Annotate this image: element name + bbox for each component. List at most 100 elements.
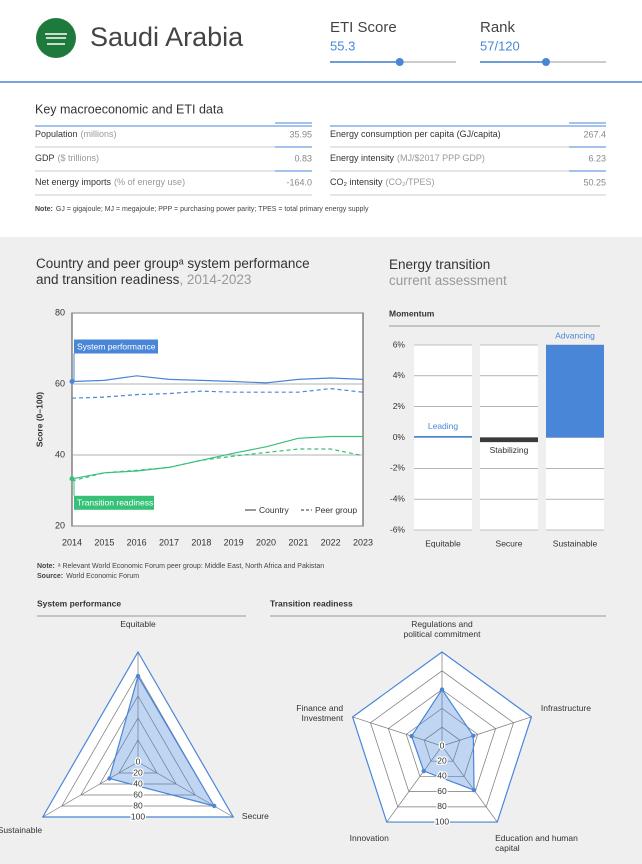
radar-tick-label: 100 xyxy=(435,816,449,826)
radar-spoke xyxy=(441,745,498,823)
radar-marker xyxy=(409,733,414,739)
annotation-box xyxy=(74,339,158,354)
x-tick-label: 2015 xyxy=(94,537,114,547)
note-label: Note: xyxy=(35,206,53,213)
radar-axis-label: Infrastructure xyxy=(540,702,591,713)
label: CO₂ intensity xyxy=(330,177,383,187)
unit: (% of energy use) xyxy=(114,177,185,187)
radar-ring xyxy=(118,739,158,774)
radar-area xyxy=(410,688,475,791)
chart-note: Note: ᵃ Relevant World Economic Forum pee… xyxy=(37,563,324,570)
radar-spoke xyxy=(137,761,234,818)
radar-ring xyxy=(80,695,196,796)
rank-label: Rank xyxy=(480,19,516,36)
radar-ring xyxy=(405,707,479,777)
rank-dot xyxy=(542,58,550,66)
radar-marker xyxy=(471,787,477,793)
radar-axis-label: Innovation xyxy=(349,833,389,844)
chart-source: Source: World Economic Forum xyxy=(37,573,139,580)
y-tick-label: 4% xyxy=(393,370,406,380)
x-tick-label: 2018 xyxy=(191,537,211,547)
radar-tick-label: 0 xyxy=(440,740,445,750)
radar-axis-label: Secure xyxy=(241,811,269,821)
row-value: 35.95 xyxy=(289,129,312,139)
unit: (millions) xyxy=(81,129,117,139)
eti-label: ETI Score xyxy=(330,19,397,36)
radar-axis-label: Education and human capital xyxy=(495,833,578,853)
radar-ring xyxy=(423,726,461,762)
x-tick-label: 2017 xyxy=(159,537,179,547)
y-tick-label: 20 xyxy=(55,520,65,530)
radar-marker xyxy=(212,803,217,809)
annotation-text: System performance xyxy=(77,341,156,351)
peer-line xyxy=(71,448,364,482)
radar-marker xyxy=(135,674,141,679)
radar-spoke xyxy=(386,745,443,823)
row-value: 50.25 xyxy=(583,177,606,187)
row-label: Energy intensity (MJ/$2017 PPP GDP) xyxy=(330,153,485,163)
radar-tick-label: 60 xyxy=(437,786,447,796)
bar xyxy=(480,437,538,443)
label: Net energy imports xyxy=(35,177,112,187)
unit: (MJ/$2017 PPP GDP) xyxy=(397,153,485,163)
bar xyxy=(414,435,472,438)
y-axis-label: Score (0–100) xyxy=(34,392,44,447)
radar-area xyxy=(108,674,216,807)
row-label: CO₂ intensity (CO₂/TPES) xyxy=(330,177,435,187)
x-tick-label: Sustainable xyxy=(553,538,598,548)
rank-value: 57/120 xyxy=(480,38,520,53)
country-line xyxy=(71,375,364,384)
panel-title: Momentum xyxy=(389,308,435,318)
macro-title: Key macroeconomic and ETI data xyxy=(35,102,223,116)
radar-marker xyxy=(107,776,112,781)
radar-marker xyxy=(421,768,426,774)
radar-tick-label: 20 xyxy=(437,755,447,765)
radar-axis-label: Finance and Investment xyxy=(296,702,344,723)
label: Energy intensity xyxy=(330,153,395,163)
label: Energy consumption per capita (GJ/capita… xyxy=(330,129,501,139)
row-value: -164.0 xyxy=(286,177,312,187)
x-tick-label: Equitable xyxy=(425,538,461,548)
radar-ring xyxy=(387,689,497,792)
y-tick-label: 2% xyxy=(393,401,406,411)
radar-tick-label: 80 xyxy=(437,801,447,811)
radar-tick-label: 0 xyxy=(136,756,141,766)
row-label: GDP ($ trillions) xyxy=(35,153,99,163)
country-name: Saudi Arabia xyxy=(90,22,244,52)
x-tick-label: 2019 xyxy=(224,537,244,547)
subtitle: current assessment xyxy=(389,273,507,289)
radar-tick-label: 40 xyxy=(437,771,447,781)
radar-tick-label: 20 xyxy=(133,767,143,777)
label: Population xyxy=(35,129,78,139)
subtitle: , 2014-2023 xyxy=(179,272,252,288)
radar-marker xyxy=(439,687,445,692)
unit: (CO₂/TPES) xyxy=(386,177,435,187)
marker xyxy=(69,379,75,385)
y-tick-label: 40 xyxy=(55,449,65,459)
marker xyxy=(69,476,75,482)
note-label: Note: xyxy=(37,563,55,570)
radar-axis-label: Sustainable xyxy=(0,825,43,835)
note-text: ᵃ Relevant World Economic Forum peer gro… xyxy=(58,563,324,570)
x-tick-label: 2023 xyxy=(353,537,373,547)
flag-emblem xyxy=(45,33,67,45)
status-label: Advancing xyxy=(555,330,595,340)
line-chart-title: Country and peer groupᵃ system performan… xyxy=(36,256,326,288)
y-tick-label: -6% xyxy=(390,524,406,534)
row-label: Population (millions) xyxy=(35,129,117,139)
label: GDP xyxy=(35,153,55,163)
x-tick-label: 2020 xyxy=(256,537,276,547)
row-value: 267.4 xyxy=(583,129,606,139)
bar-chart-title: Energy transition current assessment xyxy=(389,257,609,289)
eti-dot xyxy=(395,58,404,66)
x-tick-label: 2021 xyxy=(288,537,308,547)
note-text: GJ = gigajoule; MJ = megajoule; PPP = pu… xyxy=(56,206,369,213)
y-tick-label: -2% xyxy=(390,463,406,473)
eti-value: 55.3 xyxy=(330,38,355,53)
radar-axis-label: Regulations and political commitment xyxy=(403,619,481,639)
row-value: 0.83 xyxy=(294,153,312,163)
radar-spoke xyxy=(42,761,139,818)
row-label: Net energy imports (% of energy use) xyxy=(35,177,185,187)
